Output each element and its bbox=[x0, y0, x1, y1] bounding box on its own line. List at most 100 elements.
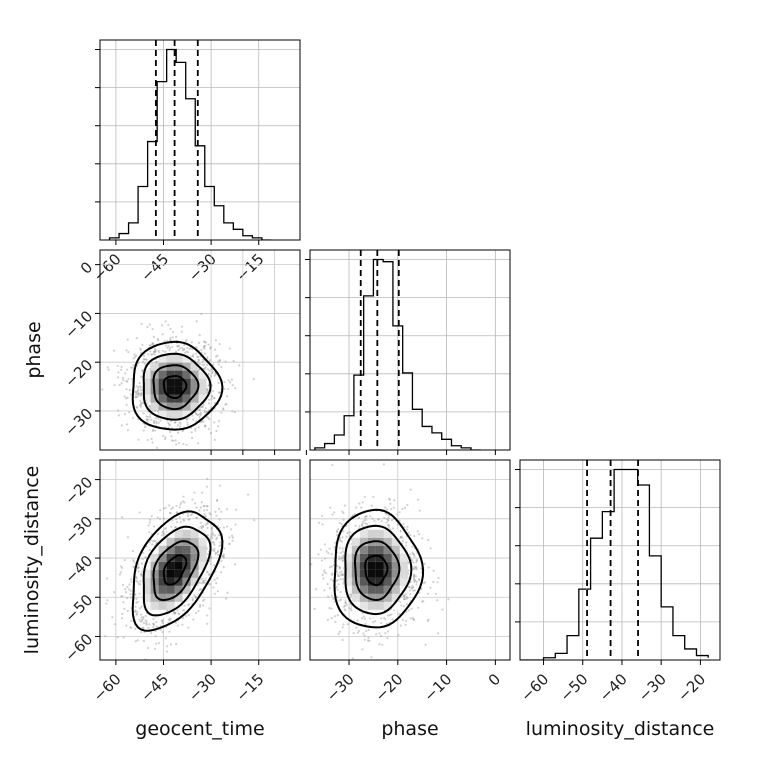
scatter-point bbox=[398, 511, 401, 514]
scatter-point bbox=[417, 578, 421, 581]
scatter-point bbox=[153, 421, 156, 424]
xtick-label: −30 bbox=[185, 670, 220, 705]
scatter-point bbox=[195, 355, 199, 358]
scatter-point bbox=[415, 561, 418, 564]
scatter-point bbox=[133, 356, 137, 359]
density-cell bbox=[174, 354, 183, 363]
scatter-point bbox=[141, 626, 144, 629]
scatter-point bbox=[148, 530, 151, 534]
scatter-point bbox=[302, 613, 304, 615]
panel-geocent-time-luminosity-distance: −60−50−40−30−20−60 −45 −30 −15 bbox=[61, 459, 301, 705]
scatter-point bbox=[128, 388, 131, 392]
density-cell bbox=[158, 585, 167, 594]
histogram-bar bbox=[243, 236, 253, 240]
panel-frame bbox=[309, 459, 511, 661]
scatter-point bbox=[133, 353, 136, 356]
scatter-point bbox=[123, 395, 126, 398]
density-cell bbox=[367, 561, 376, 570]
scatter-point bbox=[135, 396, 138, 399]
scatter-point bbox=[161, 349, 165, 352]
scatter-point bbox=[338, 630, 341, 633]
scatter-point bbox=[140, 393, 143, 396]
scatter-point bbox=[127, 350, 130, 354]
histogram-bar bbox=[638, 485, 650, 660]
scatter-point bbox=[412, 578, 416, 581]
scatter-point bbox=[342, 605, 345, 608]
scatter-point bbox=[198, 334, 201, 337]
scatter-point bbox=[335, 585, 338, 589]
scatter-point bbox=[355, 626, 358, 629]
scatter-point bbox=[153, 348, 157, 351]
density-cell bbox=[142, 394, 151, 403]
scatter-point bbox=[199, 603, 202, 607]
scatter-point bbox=[148, 548, 151, 552]
scatter-point bbox=[204, 366, 207, 369]
scatter-point bbox=[152, 419, 155, 422]
scatter-point bbox=[134, 395, 138, 398]
xtick-label: −45 bbox=[137, 670, 172, 705]
xtick-label: −50 bbox=[556, 670, 591, 705]
scatter-point bbox=[183, 347, 186, 351]
scatter-point bbox=[172, 439, 175, 442]
scatter-point bbox=[170, 507, 173, 510]
scatter-point bbox=[195, 516, 199, 519]
scatter-point bbox=[336, 565, 339, 568]
scatter-point bbox=[405, 528, 409, 531]
scatter-point bbox=[191, 498, 194, 501]
scatter-point bbox=[197, 609, 200, 613]
scatter-point bbox=[139, 620, 142, 623]
scatter-point bbox=[339, 598, 343, 601]
scatter-point bbox=[412, 575, 415, 578]
scatter-point bbox=[205, 363, 209, 366]
density-cell bbox=[190, 521, 199, 530]
scatter-point bbox=[117, 414, 121, 417]
scatter-point bbox=[225, 525, 229, 528]
scatter-point bbox=[203, 352, 207, 355]
scatter-point bbox=[134, 396, 137, 399]
scatter-point bbox=[164, 436, 167, 439]
scatter-point bbox=[132, 559, 135, 562]
scatter-point bbox=[203, 347, 206, 350]
scatter-point bbox=[210, 368, 213, 371]
scatter-point bbox=[396, 513, 399, 516]
scatter-point bbox=[132, 364, 135, 367]
scatter-point bbox=[400, 535, 403, 538]
scatter-point bbox=[413, 589, 417, 592]
scatter-point bbox=[213, 549, 216, 553]
scatter-point bbox=[363, 495, 366, 498]
scatter-point bbox=[387, 519, 390, 522]
scatter-point bbox=[398, 612, 401, 616]
scatter-point bbox=[222, 526, 226, 529]
scatter-point bbox=[176, 345, 179, 348]
density-cell bbox=[351, 585, 360, 594]
scatter-point bbox=[170, 435, 173, 438]
scatter-point bbox=[412, 589, 415, 592]
scatter-point bbox=[190, 436, 194, 440]
scatter-point bbox=[325, 572, 328, 575]
scatter-point bbox=[129, 593, 132, 596]
scatter-point bbox=[173, 421, 177, 424]
scatter-point bbox=[390, 519, 394, 522]
density-cell bbox=[375, 553, 384, 562]
scatter-point bbox=[204, 424, 207, 427]
scatter-point bbox=[199, 506, 202, 509]
panel-geocent-time-phase: −30−20−100 bbox=[61, 249, 307, 455]
scatter-point bbox=[218, 342, 221, 346]
scatter-point bbox=[140, 616, 143, 619]
scatter-point bbox=[432, 569, 435, 572]
scatter-point bbox=[136, 580, 139, 584]
scatter-point bbox=[386, 630, 390, 633]
density-cells bbox=[343, 521, 408, 618]
scatter-point bbox=[211, 370, 214, 373]
scatter-point bbox=[149, 344, 152, 347]
scatter-point bbox=[340, 522, 343, 526]
scatter-point bbox=[338, 571, 341, 574]
scatter-point bbox=[142, 626, 145, 629]
scatter-point bbox=[423, 581, 427, 584]
scatter-point bbox=[137, 392, 141, 396]
scatter-point bbox=[185, 350, 188, 353]
scatter-point bbox=[159, 628, 162, 632]
density-cell bbox=[158, 593, 167, 602]
scatter-point bbox=[210, 398, 213, 401]
scatter-point bbox=[413, 555, 416, 558]
